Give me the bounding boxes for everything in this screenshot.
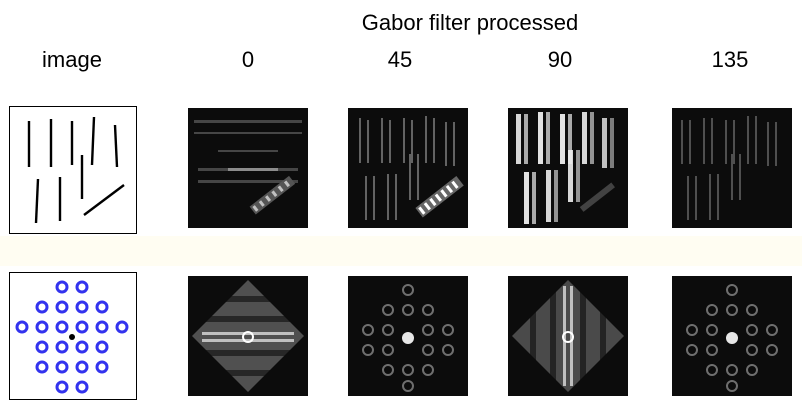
angle-label-45: 45 <box>387 47 413 72</box>
image-column-label: image <box>42 47 102 72</box>
gabor-ring-90 <box>508 276 628 396</box>
gabor-line-45 <box>348 108 468 228</box>
source-image-lines <box>9 106 137 234</box>
gabor-line-0 <box>188 108 308 228</box>
angle-label-0: 0 <box>241 47 255 72</box>
gabor-ring-0 <box>188 276 308 396</box>
angle-label-90: 90 <box>547 47 573 72</box>
source-image-rings <box>9 272 137 400</box>
gabor-line-135 <box>672 108 792 228</box>
angle-label-135: 135 <box>711 47 749 72</box>
gabor-line-90 <box>508 108 628 228</box>
row-separator-band <box>0 236 802 266</box>
gabor-ring-135 <box>672 276 792 396</box>
figure-title: Gabor filter processed <box>361 10 579 35</box>
gabor-ring-45 <box>348 276 468 396</box>
